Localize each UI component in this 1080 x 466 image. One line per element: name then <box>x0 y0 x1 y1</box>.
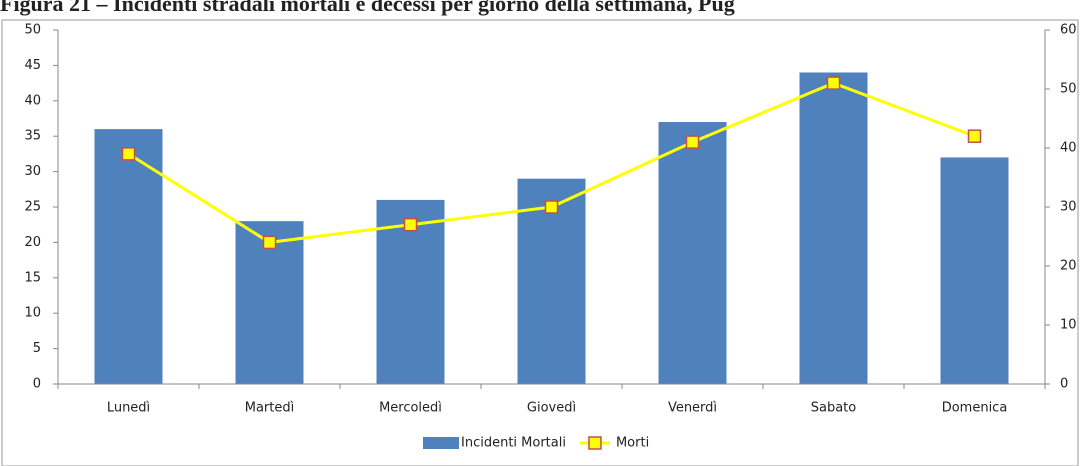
bar <box>94 129 163 384</box>
y2-tick-label: 60 <box>1060 23 1077 38</box>
legend-label: Incidenti Mortali <box>461 436 566 451</box>
legend-swatch <box>423 437 459 449</box>
bar <box>940 157 1009 384</box>
chart-title: Figura 21 – Incidenti stradali mortali e… <box>0 0 735 16</box>
y-tick-label: 30 <box>24 164 41 179</box>
marker <box>685 135 700 149</box>
y2-tick-label: 40 <box>1060 141 1077 156</box>
y-tick-label: 10 <box>24 306 41 321</box>
y-tick-label: 25 <box>24 200 41 215</box>
y-tick-label: 5 <box>33 341 41 356</box>
y-tick-label: 15 <box>24 270 41 285</box>
x-tick-label: Venerdì <box>668 401 717 416</box>
bar <box>799 72 868 384</box>
legend-label: Morti <box>616 436 649 451</box>
marker <box>967 129 982 143</box>
y-tick-label: 50 <box>24 23 41 38</box>
y-tick-label: 20 <box>24 235 41 250</box>
x-tick-label: Sabato <box>811 401 857 416</box>
marker <box>262 235 277 250</box>
legend-marker <box>588 436 602 450</box>
x-tick-label: Domenica <box>942 401 1008 416</box>
x-tick-label: Martedì <box>245 401 295 416</box>
marker <box>826 76 841 90</box>
marker <box>403 217 418 232</box>
y-tick-label: 40 <box>24 93 41 108</box>
y2-tick-label: 50 <box>1060 82 1077 97</box>
marker <box>121 147 136 161</box>
chart-border <box>1 19 1079 466</box>
y2-tick-label: 0 <box>1060 377 1068 392</box>
y2-tick-label: 30 <box>1060 200 1077 215</box>
bar <box>658 122 727 384</box>
y2-tick-label: 20 <box>1060 259 1077 274</box>
y-tick-label: 35 <box>24 129 41 144</box>
y2-tick-label: 10 <box>1060 318 1077 333</box>
x-tick-label: Lunedì <box>107 401 150 416</box>
y-tick-label: 45 <box>24 58 41 73</box>
marker <box>544 200 559 214</box>
y-tick-label: 0 <box>33 377 41 392</box>
x-tick-label: Mercoledì <box>379 401 442 416</box>
x-tick-label: Giovedì <box>527 401 576 416</box>
